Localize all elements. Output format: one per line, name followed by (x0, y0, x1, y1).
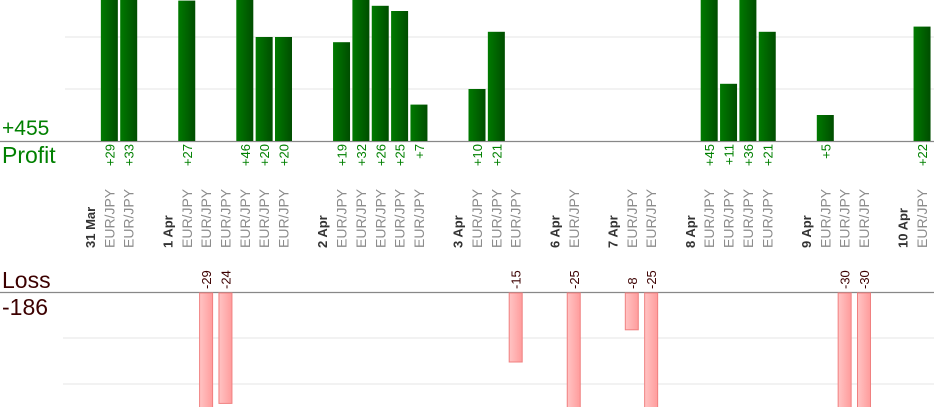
profit-bar (100, 0, 118, 141)
loss-value-label: -30 (838, 270, 853, 289)
loss-bar (218, 292, 233, 404)
pair-label: EUR/JPY (237, 188, 253, 248)
profit-bar (255, 37, 273, 141)
date-label: 2 Apr (315, 215, 330, 248)
pair-label: EUR/JPY (392, 188, 408, 248)
profit-bar (816, 115, 834, 141)
date-label: 6 Apr (547, 215, 562, 248)
pair-label: EUR/JPY (759, 188, 775, 248)
profit-bar (487, 31, 505, 141)
pair-label: EUR/JPY (121, 188, 137, 248)
pair-label: EUR/JPY (721, 188, 737, 248)
profit-bar (758, 31, 776, 141)
profit-bar (913, 26, 931, 141)
profit-value-label: +33 (122, 144, 137, 166)
profit-value-label: +10 (470, 144, 485, 166)
loss-value-label: -30 (857, 270, 872, 289)
profit-bar (236, 0, 254, 141)
loss-total: -186 (2, 294, 49, 320)
date-label: 31 Mar (83, 207, 98, 248)
pair-label: EUR/JPY (488, 188, 504, 248)
pair-label: EUR/JPY (353, 188, 369, 248)
date-label: 1 Apr (160, 215, 175, 248)
profit-value-label: +36 (741, 144, 756, 166)
pair-label: EUR/JPY (740, 188, 756, 248)
loss-value-label: -25 (644, 270, 659, 289)
loss-value-label: -15 (509, 270, 524, 289)
pair-label: EUR/JPY (217, 188, 233, 248)
pair-label: EUR/JPY (276, 188, 292, 248)
profit-bar (391, 11, 409, 141)
profit-value-label: +26 (373, 144, 388, 166)
profit-value-label: +21 (760, 144, 775, 166)
loss-bar (644, 292, 659, 407)
pair-label: EUR/JPY (837, 188, 853, 248)
date-label: 8 Apr (683, 215, 698, 248)
pair-label: EUR/JPY (566, 188, 582, 248)
profit-value-label: +20 (257, 144, 272, 166)
profit-bar (468, 89, 486, 141)
profit-bar (410, 104, 428, 141)
profit-bar (739, 0, 757, 141)
profit-total: +455 (2, 117, 50, 140)
pair-label: EUR/JPY (101, 188, 117, 248)
loss-bar (837, 292, 852, 407)
pair-label: EUR/JPY (372, 188, 388, 248)
date-label: 9 Apr (799, 215, 814, 248)
loss-bar (857, 292, 871, 407)
date-label: 7 Apr (605, 215, 620, 248)
loss-value-label: -25 (567, 270, 582, 289)
pair-label: EUR/JPY (179, 188, 195, 248)
date-label: 3 Apr (451, 215, 466, 248)
profit-value-label: +22 (915, 144, 930, 166)
pair-label: EUR/JPY (624, 188, 640, 248)
loss-value-label: -29 (199, 270, 214, 289)
date-label: 10 Apr (896, 208, 911, 248)
loss-label: Loss (2, 267, 51, 293)
pair-label: EUR/JPY (198, 188, 214, 248)
profit-bar (352, 0, 370, 141)
profit-bar (178, 0, 196, 141)
pair-label: EUR/JPY (856, 188, 872, 248)
profit-bars (100, 0, 931, 141)
profit-bar (371, 5, 389, 141)
profit-label: Profit (2, 142, 56, 168)
profit-bar (120, 0, 138, 141)
profit-bar (700, 0, 718, 141)
profit-value-label: +45 (702, 144, 717, 166)
pair-label: EUR/JPY (701, 188, 717, 248)
pair-label: EUR/JPY (643, 188, 659, 248)
profit-bar (333, 42, 351, 141)
profit-value-label: +21 (489, 144, 504, 166)
profit-value-label: +20 (277, 144, 292, 166)
profit-value-label: +11 (722, 144, 737, 165)
loss-value-label: -8 (625, 277, 640, 289)
pair-label: EUR/JPY (411, 188, 427, 248)
loss-bar (199, 292, 214, 407)
profit-value-label: +27 (180, 144, 195, 166)
loss-bars (199, 292, 871, 407)
pair-label: EUR/JPY (334, 188, 350, 248)
profit-value-label: +25 (393, 144, 408, 166)
pair-label: EUR/JPY (914, 188, 930, 248)
loss-bar (508, 292, 523, 363)
loss-bar (624, 292, 639, 331)
profit-value-label: +5 (818, 144, 833, 159)
pair-label: EUR/JPY (817, 188, 833, 248)
pair-label: EUR/JPY (256, 188, 272, 248)
profit-value-label: +46 (238, 144, 253, 166)
profit-bar (275, 37, 292, 141)
profit-value-label: +7 (412, 144, 427, 159)
loss-value-label: -24 (218, 270, 233, 289)
profit-value-label: +29 (102, 144, 117, 166)
profit-value-label: +32 (354, 144, 369, 166)
loss-bar (566, 292, 581, 407)
profit-bar (720, 83, 738, 141)
pair-label: EUR/JPY (508, 188, 524, 248)
profit-value-label: +19 (335, 144, 350, 166)
pair-label: EUR/JPY (469, 188, 485, 248)
